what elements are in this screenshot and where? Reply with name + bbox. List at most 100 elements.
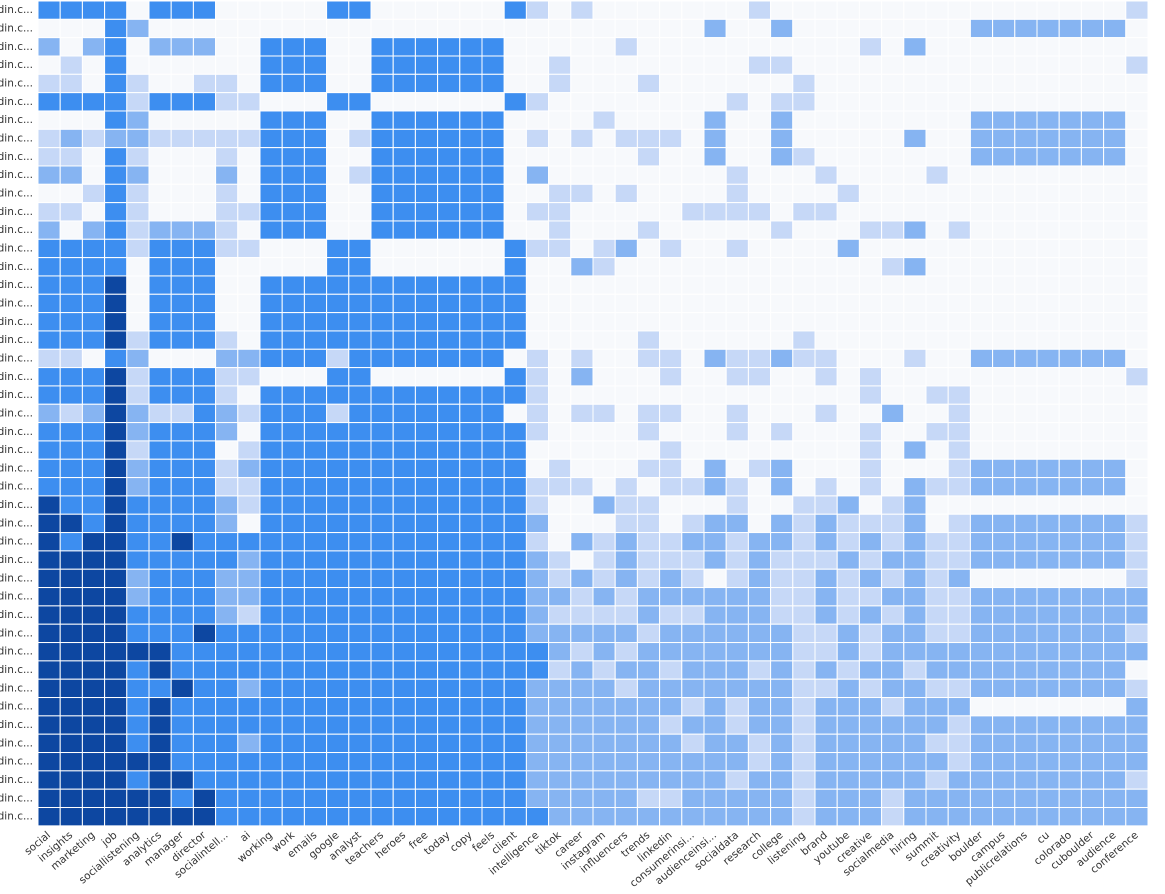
heatmap-cell bbox=[503, 367, 527, 387]
heatmap-cell bbox=[1014, 348, 1038, 369]
heatmap-cell bbox=[237, 715, 261, 735]
heatmap-cell bbox=[1014, 733, 1038, 754]
heatmap-cell bbox=[215, 220, 239, 240]
heatmap-cell bbox=[1058, 0, 1082, 20]
heatmap-cell bbox=[326, 697, 350, 717]
heatmap-cell bbox=[170, 458, 194, 479]
y-tick-label: din.c... bbox=[0, 444, 33, 456]
heatmap-cell bbox=[903, 788, 927, 809]
heatmap-cell bbox=[770, 238, 794, 259]
heatmap-cell bbox=[170, 642, 194, 662]
heatmap-cell bbox=[437, 605, 461, 625]
heatmap-cell bbox=[881, 165, 905, 185]
heatmap-cell bbox=[303, 678, 328, 699]
heatmap-cell bbox=[281, 55, 305, 75]
heatmap-cell bbox=[81, 495, 106, 515]
heatmap-cell bbox=[525, 0, 550, 20]
heatmap-cell bbox=[459, 330, 483, 350]
heatmap-cell bbox=[1036, 623, 1060, 644]
heatmap-cell bbox=[503, 550, 527, 570]
heatmap-cell bbox=[592, 642, 616, 662]
heatmap-cell bbox=[636, 202, 661, 222]
heatmap-cell bbox=[925, 532, 949, 552]
heatmap-cell bbox=[215, 110, 239, 130]
heatmap-cell bbox=[237, 348, 261, 369]
heatmap-cell bbox=[215, 770, 239, 790]
heatmap-cell bbox=[1058, 403, 1082, 424]
heatmap-cell bbox=[192, 18, 217, 39]
heatmap-cell bbox=[192, 532, 217, 552]
heatmap-cell bbox=[548, 293, 572, 314]
heatmap-cell bbox=[614, 348, 638, 369]
heatmap-cell bbox=[192, 147, 217, 167]
heatmap-cell bbox=[570, 605, 594, 625]
heatmap-cell bbox=[770, 37, 794, 57]
heatmap-cell bbox=[437, 275, 461, 295]
heatmap-cell bbox=[1036, 568, 1060, 589]
heatmap-cell bbox=[792, 642, 816, 662]
heatmap-cell bbox=[1125, 422, 1149, 442]
heatmap-cell bbox=[481, 513, 505, 534]
heatmap-cell bbox=[126, 605, 150, 625]
heatmap-cell bbox=[170, 37, 194, 57]
heatmap-cell bbox=[459, 147, 483, 167]
heatmap-cell bbox=[1125, 532, 1149, 552]
heatmap-cell bbox=[548, 715, 572, 735]
heatmap-cell bbox=[570, 220, 594, 240]
heatmap-cell bbox=[259, 293, 283, 314]
y-tick-label: din.c... bbox=[0, 297, 33, 309]
heatmap-cell bbox=[459, 532, 483, 552]
heatmap-cell bbox=[1036, 733, 1060, 754]
heatmap-cell bbox=[237, 55, 261, 75]
heatmap-cell bbox=[881, 367, 905, 387]
heatmap-cell bbox=[1058, 92, 1082, 112]
heatmap-cell bbox=[770, 257, 794, 277]
heatmap-cell bbox=[548, 568, 572, 589]
heatmap-cell bbox=[1103, 403, 1127, 424]
heatmap-cell bbox=[703, 55, 727, 75]
heatmap-cell bbox=[636, 128, 661, 149]
heatmap-cell bbox=[1058, 238, 1082, 259]
heatmap-cell bbox=[947, 587, 971, 607]
heatmap-cell bbox=[792, 678, 816, 699]
heatmap-cell bbox=[903, 697, 927, 717]
heatmap-cell bbox=[81, 532, 106, 552]
heatmap-cell bbox=[59, 532, 83, 552]
heatmap-cell bbox=[192, 477, 217, 497]
heatmap-cell bbox=[703, 367, 727, 387]
heatmap-cell bbox=[326, 477, 350, 497]
heatmap-cell bbox=[392, 110, 416, 130]
heatmap-cell bbox=[747, 403, 772, 424]
heatmap-cell bbox=[81, 642, 106, 662]
heatmap-cell bbox=[481, 183, 505, 204]
heatmap-cell bbox=[170, 752, 194, 772]
heatmap-cell bbox=[703, 165, 727, 185]
heatmap-cell bbox=[1125, 605, 1149, 625]
heatmap-cell bbox=[215, 165, 239, 185]
heatmap-cell bbox=[148, 330, 172, 350]
heatmap-cell bbox=[814, 440, 838, 460]
heatmap-cell bbox=[259, 385, 283, 405]
heatmap-cell bbox=[148, 0, 172, 20]
heatmap-cell bbox=[81, 367, 106, 387]
y-tick-label: din.c... bbox=[0, 664, 33, 676]
heatmap-cell bbox=[215, 532, 239, 552]
heatmap-cell bbox=[592, 147, 616, 167]
heatmap-cell bbox=[414, 477, 439, 497]
heatmap-cell bbox=[903, 55, 927, 75]
heatmap-cell bbox=[259, 788, 283, 809]
heatmap-cell bbox=[1080, 568, 1105, 589]
heatmap-cell bbox=[1058, 18, 1082, 39]
heatmap-cell bbox=[414, 752, 439, 772]
heatmap-cell bbox=[81, 770, 106, 790]
heatmap-cell bbox=[215, 238, 239, 259]
heatmap-cell bbox=[237, 770, 261, 790]
heatmap-cell bbox=[858, 458, 883, 479]
heatmap-cell bbox=[858, 367, 883, 387]
heatmap-cell bbox=[303, 697, 328, 717]
heatmap-cell bbox=[1080, 257, 1105, 277]
heatmap-cell bbox=[858, 678, 883, 699]
heatmap-cell bbox=[503, 513, 527, 534]
heatmap-cell bbox=[836, 183, 860, 204]
heatmap-cell bbox=[481, 147, 505, 167]
